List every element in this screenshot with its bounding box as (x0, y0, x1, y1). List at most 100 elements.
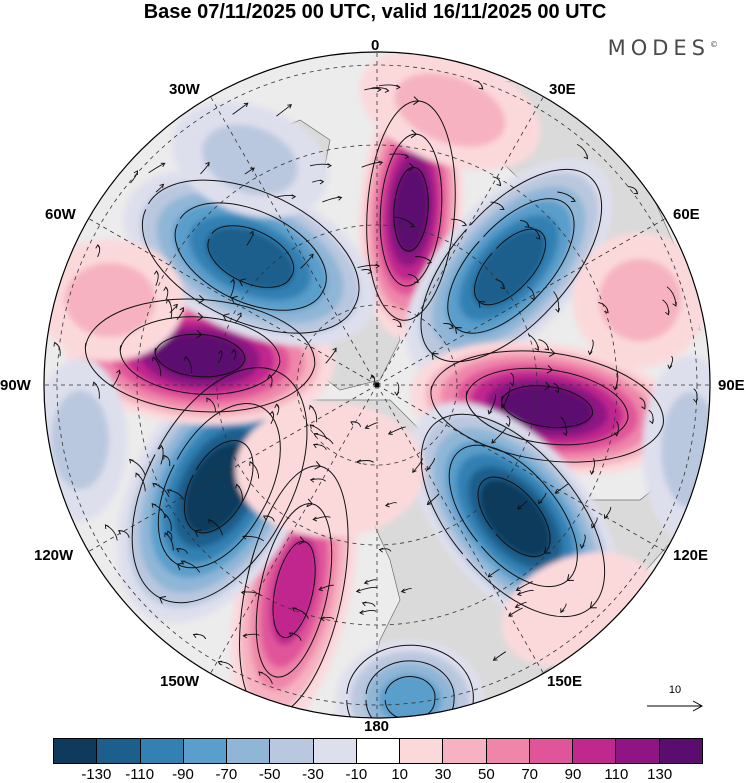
meridian-line (82, 384, 378, 556)
wind-arrow-head (166, 530, 172, 536)
streamline (393, 166, 429, 252)
wind-arrow-head (396, 84, 401, 90)
colorbar (53, 738, 703, 764)
wind-arrow-head (378, 160, 384, 166)
wind-arrow-head (359, 610, 364, 615)
graticule (44, 52, 710, 718)
streamline (448, 444, 578, 588)
streamline-arrow (230, 295, 238, 304)
streamline (239, 465, 349, 717)
wind-arrow-head (560, 608, 565, 614)
wind-arrow-head (118, 530, 123, 535)
reference-vector: 10 (645, 684, 705, 720)
anomaly-contour (184, 443, 252, 533)
wind-arrow-head (158, 444, 164, 450)
wind-arrow-head (604, 308, 609, 314)
lon-label-180: 180 (364, 718, 390, 735)
wind-arrow (491, 426, 508, 444)
anomaly-contour (64, 262, 156, 338)
wind-arrow-head (500, 284, 505, 290)
wind-arrow-head (587, 350, 593, 356)
streamline-arrow (238, 278, 246, 287)
streamline-arrow (314, 460, 322, 470)
wind-arrow-head (53, 341, 59, 347)
wind-arrow-head (409, 222, 415, 228)
wind-arrow-head (487, 573, 493, 578)
anomaly-contour (501, 385, 593, 431)
anomaly-contour (51, 390, 109, 490)
wind-arrow-head (524, 223, 530, 228)
wind-arrow (487, 568, 500, 578)
wind-arrow-head (208, 519, 213, 524)
wind-arrow-head (384, 502, 390, 508)
wind-arrow-head (217, 349, 223, 355)
wind-arrow (517, 589, 534, 595)
wind-arrow-head (152, 482, 158, 488)
wind-arrow (241, 591, 261, 596)
wind-arrow (313, 433, 334, 445)
meridian-line (376, 384, 672, 556)
wind-arrow (508, 607, 523, 617)
wind-arrow (581, 534, 586, 549)
wind-arrow-head (378, 547, 384, 553)
wind-arrow-head (230, 278, 236, 284)
streamline-arrow (544, 381, 551, 391)
colorbar-swatch (616, 739, 660, 763)
wind-arrow-head (589, 470, 595, 475)
wind-arrow-head (363, 579, 369, 585)
wind-arrow-head (400, 588, 406, 594)
wind-arrow-head (538, 499, 543, 505)
colorbar-swatch (529, 739, 574, 763)
colorbar-swatch (313, 739, 357, 763)
wind-arrow (488, 394, 496, 415)
wind-arrow-head (641, 404, 646, 410)
colorbar-tick-label: -110 (125, 766, 155, 783)
wind-arrow (553, 291, 560, 313)
wind-arrow (385, 502, 397, 507)
wind-arrow (517, 500, 528, 510)
wind-arrow-head (516, 591, 522, 597)
wind-arrow-head (412, 468, 417, 474)
colorbar-swatch (54, 739, 98, 763)
anomaly-contours (44, 52, 710, 718)
wind-arrow-head (332, 347, 337, 353)
wind-arrow-head (327, 163, 332, 168)
wind-arrow-head (153, 270, 159, 275)
wind-arrow-head (165, 298, 171, 304)
colorbar-tick-label: -50 (258, 766, 281, 783)
streamline (131, 367, 308, 604)
wind-arrow-head (337, 195, 343, 201)
wind-arrow-head (249, 230, 254, 236)
wind-arrow-head (274, 403, 280, 409)
wind-arrow-head (319, 179, 325, 185)
map-boundary (43, 51, 711, 719)
streamline (379, 133, 443, 287)
lon-label-120w: 120W (34, 547, 74, 564)
streamline (154, 333, 246, 378)
wind-arrow-head (242, 633, 248, 639)
wind-arrow-head (231, 348, 237, 354)
streamline (272, 540, 316, 639)
wind-arrow-head (152, 356, 157, 362)
meridian-line (376, 214, 672, 386)
wind-arrow-head (426, 465, 431, 471)
colorbar-tick-label: 50 (477, 766, 495, 783)
lon-label-60w: 60W (45, 206, 76, 223)
colorbar-tick-label: 90 (564, 766, 582, 783)
colorbar-swatch (227, 739, 271, 763)
wind-arrow-head (554, 388, 559, 394)
streamline (207, 225, 295, 288)
streamline-arrow (298, 536, 306, 545)
wind-arrow-head (427, 259, 433, 264)
wind-arrow-head (235, 483, 240, 489)
wind-arrow-head (355, 588, 361, 594)
anomaly-contour (379, 674, 441, 718)
wind-arrow (604, 506, 612, 519)
wind-arrow-head (159, 183, 164, 189)
colorbar-swatch (356, 739, 401, 763)
wind-arrow (243, 633, 260, 637)
wind-arrow-head (116, 369, 121, 375)
wind-arrow-head (591, 523, 596, 529)
wind-arrow (426, 457, 435, 471)
wind-arrow-head (288, 632, 294, 637)
